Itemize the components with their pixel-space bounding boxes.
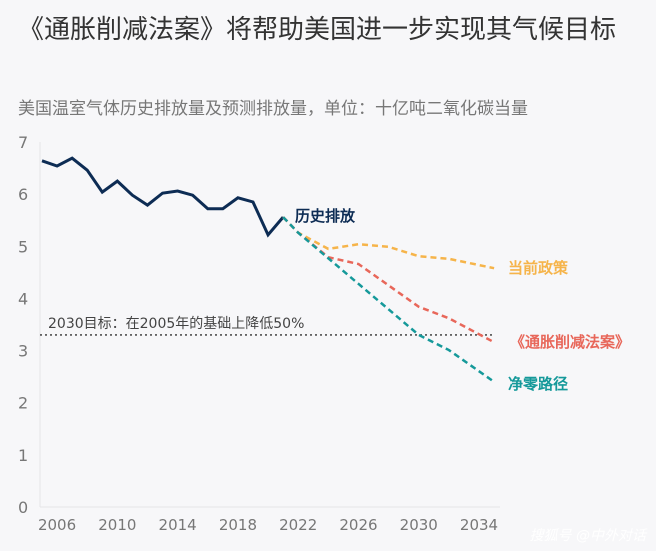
x-tick-label: 2022	[279, 516, 317, 534]
series-line	[282, 216, 495, 270]
series-line	[282, 216, 495, 344]
x-tick-label: 2030	[400, 516, 438, 534]
x-tick-label: 2006	[38, 516, 76, 534]
y-tick-label: 0	[18, 498, 28, 517]
series-label: 当前政策	[508, 259, 569, 277]
x-tick-label: 2034	[460, 516, 498, 534]
x-tick-label: 2026	[339, 516, 377, 534]
target-label: 2030目标：在2005年的基础上降低50%	[48, 315, 304, 332]
series-label: 历史排放	[295, 207, 356, 225]
chart-title: 《通胀削减法案》将帮助美国进一步实现其气候目标	[18, 15, 617, 45]
series-line	[41, 156, 285, 238]
y-tick-label: 5	[18, 237, 28, 256]
x-tick-label: 2010	[98, 516, 136, 534]
x-tick-label: 2014	[159, 516, 197, 534]
y-tick-label: 2	[18, 394, 28, 413]
y-tick-label: 3	[18, 342, 28, 361]
y-tick-label: 6	[18, 185, 28, 204]
series-label: 净零路径	[508, 375, 568, 393]
y-tick-label: 4	[18, 289, 28, 308]
x-tick-label: 2018	[219, 516, 257, 534]
y-tick-label: 1	[18, 446, 28, 465]
chart-subtitle: 美国温室气体历史排放量及预测排放量，单位：十亿吨二氧化碳当量	[18, 99, 528, 119]
watermark: 搜狐号 @中外对话	[529, 528, 646, 544]
series-label: 《通胀削减法案》	[510, 333, 630, 351]
y-tick-label: 7	[18, 133, 28, 152]
series-line	[282, 216, 495, 383]
